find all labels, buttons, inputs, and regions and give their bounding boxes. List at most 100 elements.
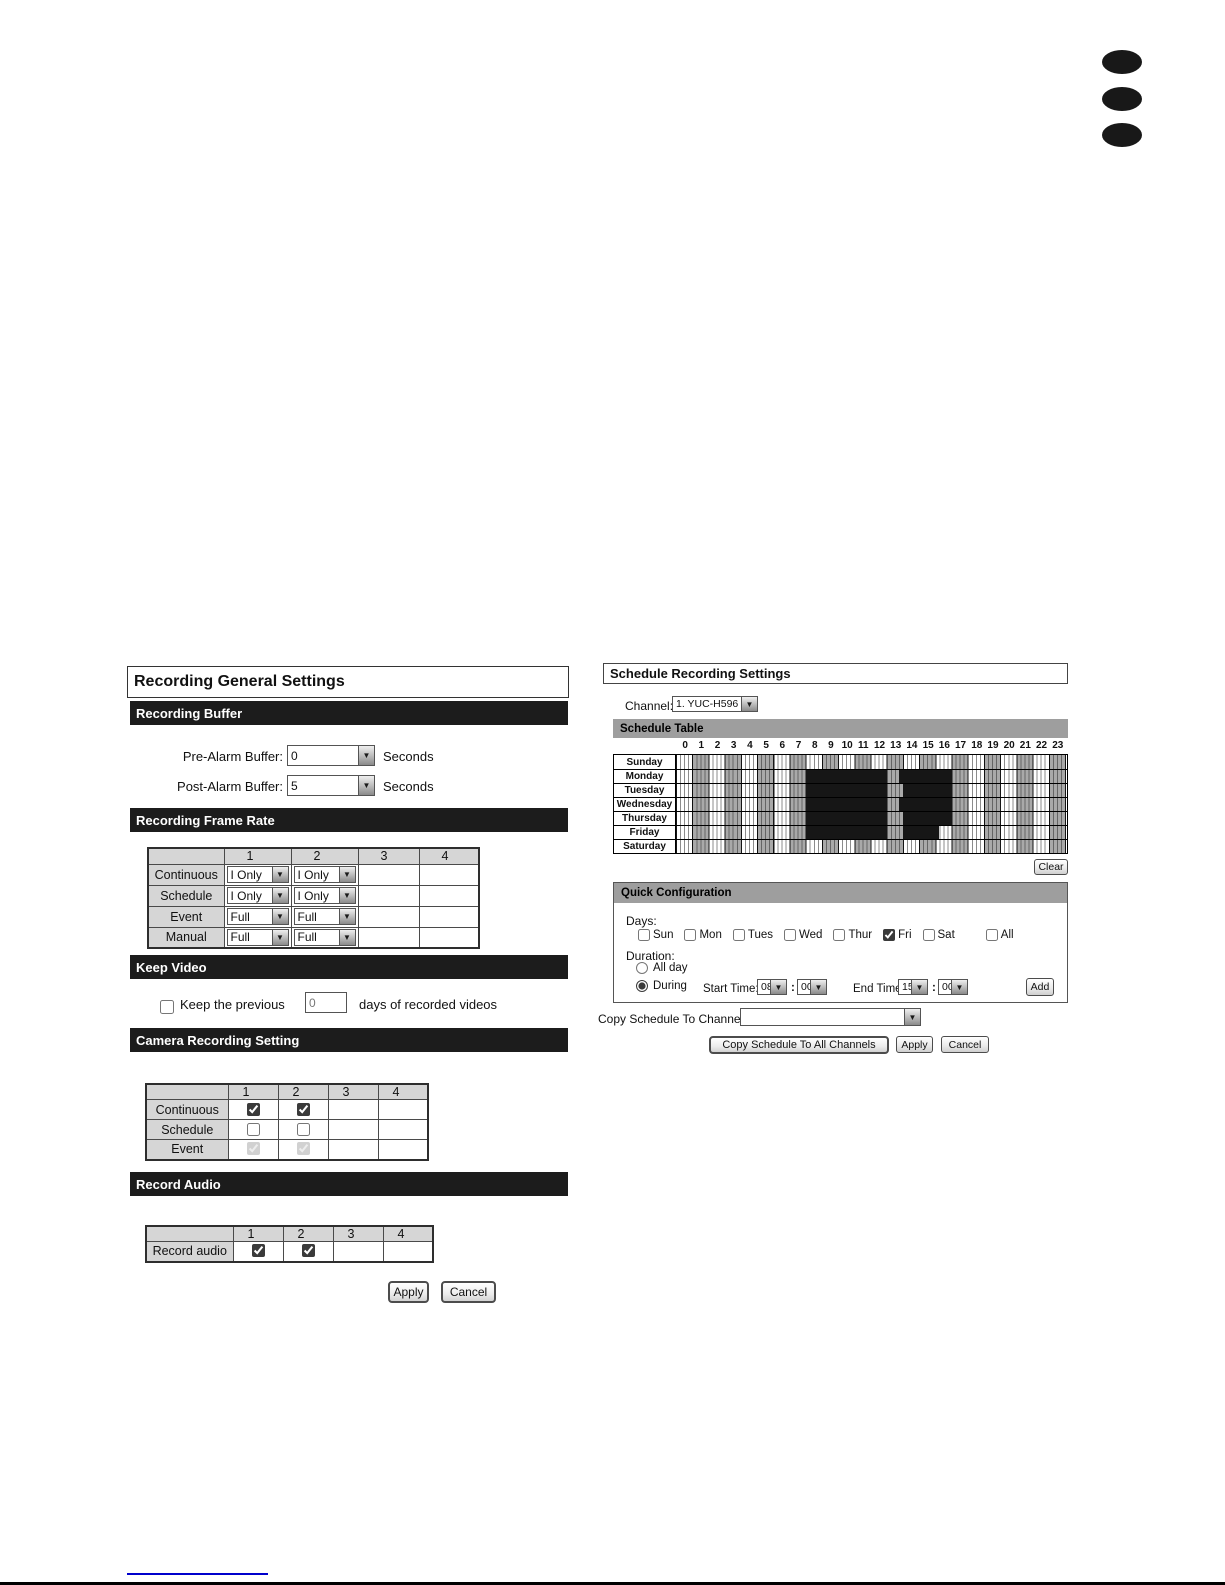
start-hour-select[interactable]: 08 ▼ [757,979,787,995]
channel-checkbox[interactable] [296,1102,310,1116]
checkbox[interactable] [833,929,846,941]
schedule-track-wednesday[interactable] [676,798,1067,811]
day-checkbox-label: Mon [699,929,722,941]
checkbox[interactable] [732,929,745,941]
checkbox-cell [377,1139,429,1160]
frame-rate-select[interactable]: I Only ▼ [293,887,356,904]
day-checkbox-wed[interactable]: Wed [783,929,822,941]
clear-button[interactable]: Clear [1034,859,1068,875]
day-checkbox-all[interactable]: All [985,929,1014,941]
column-header: 1 [227,1083,279,1100]
start-minute-select[interactable]: 00 ▼ [797,979,827,995]
selected-time-block [805,798,887,811]
channel-label: Channel: [625,699,674,713]
day-checkbox-tues[interactable]: Tues [732,929,773,941]
apply-button[interactable]: Apply [896,1036,933,1053]
schedule-row: Friday [614,825,1067,839]
schedule-track-tuesday[interactable] [676,784,1067,797]
selected-time-block [805,826,887,839]
frame-rate-select[interactable]: Full ▼ [226,928,289,946]
checkbox[interactable] [783,929,796,941]
schedule-row: Wednesday [614,797,1067,811]
chevron-down-icon: ▼ [271,909,288,924]
checkbox-cell [327,1139,379,1160]
schedule-row: Thursday [614,811,1067,825]
day-label[interactable]: Tuesday [614,784,676,797]
frame-rate-select[interactable]: I Only ▼ [293,866,356,883]
schedule-track-saturday[interactable] [676,840,1067,853]
copy-channel-value [741,1009,904,1025]
checkbox-cell [327,1119,379,1140]
day-label[interactable]: Monday [614,770,676,783]
checkbox[interactable] [883,929,896,941]
day-checkbox-sat[interactable]: Sat [922,929,955,941]
footer-link-underline[interactable] [127,1573,268,1575]
post-alarm-buffer-select[interactable]: 5 ▼ [287,775,375,796]
channel-checkbox[interactable] [296,1142,310,1156]
day-label[interactable]: Thursday [614,812,676,825]
checkbox-cell [277,1119,329,1140]
keep-video-days-input[interactable] [305,992,347,1013]
hour-label: 22 [1036,740,1048,751]
frame-rate-cell [418,863,480,886]
day-label[interactable]: Friday [614,826,676,839]
day-checkbox-fri[interactable]: Fri [883,929,912,941]
cancel-button[interactable]: Cancel [441,1281,496,1303]
chevron-down-icon: ▼ [271,867,288,882]
channel-select[interactable]: 1. YUC-H596 ▼ [672,696,758,712]
channel-checkbox[interactable] [296,1122,310,1136]
all-day-radio[interactable]: All day [636,962,688,974]
copy-schedule-to-channel-select[interactable]: ▼ [740,1008,921,1026]
frame-rate-select[interactable]: I Only ▼ [226,866,289,883]
frame-rate-select[interactable]: Full ▼ [293,908,356,925]
frame-rate-cell: I Only ▼ [223,884,292,907]
schedule-track-friday[interactable] [676,826,1067,839]
day-checkbox-sun[interactable]: Sun [638,929,673,941]
column-header: 2 [277,1083,329,1100]
during-radio[interactable]: During [636,980,687,992]
day-checkbox-thur[interactable]: Thur [833,929,872,941]
pre-alarm-buffer-select[interactable]: 0 ▼ [287,745,375,766]
keep-video-checkbox[interactable] [160,1000,174,1014]
schedule-track-thursday[interactable] [676,812,1067,825]
duration-label: Duration: [626,949,675,963]
day-label[interactable]: Wednesday [614,798,676,811]
chevron-down-icon: ▼ [271,888,288,903]
radio[interactable] [636,962,648,974]
channel-checkbox[interactable] [246,1102,260,1116]
channel-checkbox[interactable] [246,1142,260,1156]
checkbox-cell [382,1241,434,1262]
frame-rate-cell [357,884,420,907]
day-checkbox-mon[interactable]: Mon [684,929,722,941]
schedule-grid[interactable]: Sunday Monday Tuesday Wednesday Thursday Frid… [613,754,1068,854]
channel-checkbox[interactable] [301,1244,315,1258]
checkbox[interactable] [684,929,697,941]
schedule-row: Tuesday [614,783,1067,797]
channel-checkbox[interactable] [251,1244,265,1258]
checkbox[interactable] [638,929,650,941]
cancel-button[interactable]: Cancel [941,1036,989,1053]
hour-label: 4 [747,740,753,751]
chevron-down-icon: ▼ [911,980,927,994]
schedule-row: Sunday [614,755,1067,769]
chevron-down-icon: ▼ [741,697,757,711]
frame-rate-select[interactable]: Full ▼ [226,908,289,925]
day-label[interactable]: Sunday [614,755,676,769]
frame-rate-select[interactable]: I Only ▼ [226,887,289,904]
hour-label: 21 [1019,740,1031,751]
apply-button[interactable]: Apply [388,1281,429,1303]
end-hour-select[interactable]: 15 ▼ [898,979,928,995]
radio[interactable] [636,980,648,992]
day-checkbox-label: Sun [653,929,674,941]
schedule-track-sunday[interactable] [676,755,1067,769]
checkbox[interactable] [922,929,935,941]
checkbox[interactable] [985,929,998,941]
schedule-track-monday[interactable] [676,770,1067,783]
frame-rate-select[interactable]: Full ▼ [293,928,356,946]
frame-rate-cell: Full ▼ [290,905,359,928]
add-button[interactable]: Add [1026,978,1054,996]
channel-checkbox[interactable] [246,1122,260,1136]
end-minute-select[interactable]: 00 ▼ [938,979,968,995]
day-label[interactable]: Saturday [614,840,676,853]
copy-schedule-to-all-channels-button[interactable]: Copy Schedule To All Channels [709,1036,889,1054]
